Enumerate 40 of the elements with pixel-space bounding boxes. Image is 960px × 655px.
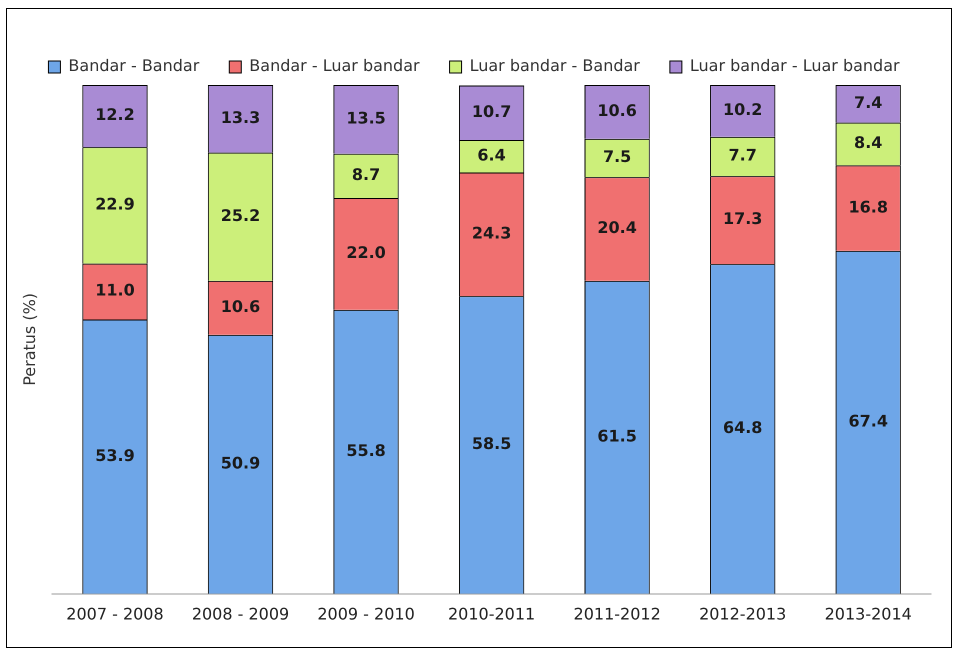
legend-label: Bandar - Bandar [68, 56, 200, 76]
data-label: 22.0 [346, 243, 386, 262]
data-label: 61.5 [597, 426, 637, 446]
data-label: 24.3 [472, 223, 512, 242]
data-label: 6.4 [477, 145, 506, 164]
data-label: 13.3 [220, 108, 260, 127]
x-tick-label: 2007 - 2008 [66, 604, 164, 624]
legend-label: Bandar - Luar bandar [249, 56, 420, 76]
data-label: 10.2 [722, 100, 762, 120]
data-label: 22.9 [95, 194, 135, 214]
x-tick-label: 2009 - 2010 [317, 604, 415, 624]
x-tick-label: 2012-2013 [699, 604, 786, 624]
data-label: 7.7 [728, 146, 757, 165]
data-label: 20.4 [597, 218, 637, 238]
data-label: 10.6 [597, 101, 637, 120]
legend-label: Luar bandar - Luar bandar [690, 56, 900, 76]
data-label: 50.9 [220, 453, 260, 472]
data-label: 17.3 [722, 209, 762, 228]
data-label: 10.7 [472, 102, 512, 121]
data-label: 55.8 [346, 441, 386, 460]
data-label: 11.0 [95, 280, 135, 300]
data-label: 67.4 [848, 411, 888, 430]
x-tick-label: 2008 - 2009 [192, 604, 290, 624]
data-label: 7.4 [854, 92, 882, 112]
data-label: 58.5 [472, 434, 512, 454]
x-tick-label: 2013-2014 [824, 604, 912, 624]
data-label: 8.7 [352, 164, 380, 184]
x-tick-label: 2011-2012 [574, 604, 661, 624]
y-axis-title: Peratus (%) [20, 292, 39, 386]
data-label: 64.8 [722, 418, 762, 438]
data-label: 13.5 [346, 108, 386, 128]
data-label: 25.2 [220, 206, 260, 225]
legend-label: Luar bandar - Bandar [470, 56, 640, 76]
x-tick-label: 2010-2011 [448, 604, 536, 624]
data-label: 16.8 [848, 197, 888, 216]
data-label: 12.2 [95, 105, 135, 124]
data-label: 7.5 [602, 147, 632, 166]
data-label: 53.9 [95, 446, 135, 465]
data-label: 10.6 [220, 297, 260, 316]
data-label: 8.4 [854, 133, 882, 152]
